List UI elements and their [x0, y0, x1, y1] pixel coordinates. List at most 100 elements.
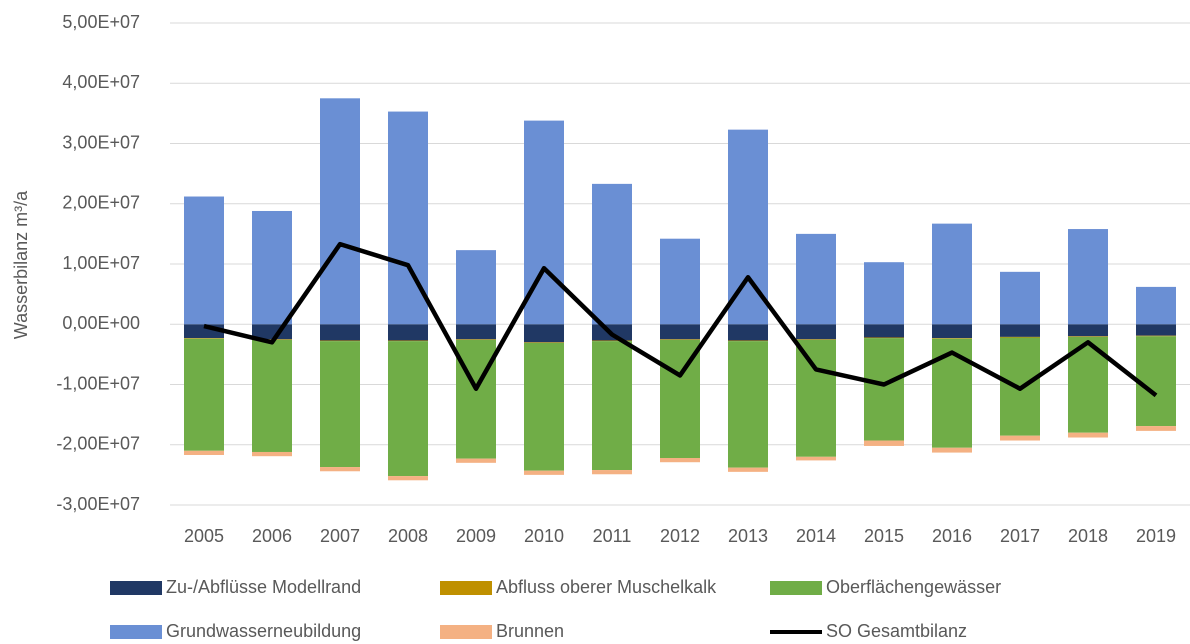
bar — [184, 450, 224, 455]
bar — [932, 338, 972, 339]
bar — [524, 342, 564, 471]
bar — [388, 340, 428, 342]
bar — [796, 339, 836, 457]
bar — [796, 324, 836, 340]
y-tick-label: 1,00E+07 — [62, 253, 140, 273]
y-tick-label: 4,00E+07 — [62, 72, 140, 92]
x-tick-label: 2009 — [456, 526, 496, 546]
bar — [320, 98, 360, 325]
bar — [1068, 229, 1108, 325]
x-tick-label: 2007 — [320, 526, 360, 546]
bar — [456, 339, 496, 459]
bar — [592, 470, 632, 475]
bar — [1000, 324, 1040, 337]
y-axis-label: Wasserbilanz m³/a — [11, 190, 31, 339]
legend-label: Brunnen — [496, 621, 564, 641]
bar — [456, 339, 496, 340]
bar — [184, 338, 224, 339]
y-tick-label: -1,00E+07 — [56, 373, 140, 393]
legend-label: Zu-/Abflüsse Modellrand — [166, 577, 361, 597]
bar — [388, 341, 428, 477]
y-tick-label: -2,00E+07 — [56, 434, 140, 454]
legend-label: SO Gesamtbilanz — [826, 621, 967, 641]
legend-swatch — [110, 625, 162, 639]
x-tick-label: 2016 — [932, 526, 972, 546]
legend-label: Oberflächengewässer — [826, 577, 1001, 597]
bar — [1068, 336, 1108, 337]
bar — [660, 324, 700, 340]
legend-label: Grundwasserneubildung — [166, 621, 361, 641]
bar — [864, 440, 904, 446]
bar — [1136, 426, 1176, 431]
legend-swatch — [770, 581, 822, 595]
x-tick-label: 2013 — [728, 526, 768, 546]
x-tick-label: 2014 — [796, 526, 836, 546]
bar — [1136, 336, 1176, 427]
bar — [592, 340, 632, 342]
x-tick-label: 2015 — [864, 526, 904, 546]
bar — [796, 339, 836, 340]
bar — [456, 458, 496, 463]
x-tick-label: 2019 — [1136, 526, 1176, 546]
bar — [728, 324, 768, 341]
line — [203, 241, 1158, 398]
bar — [320, 467, 360, 472]
bar — [524, 470, 564, 475]
legend-label: Abfluss oberer Muschelkalk — [496, 577, 717, 597]
bar — [932, 324, 972, 339]
y-tick-label: 3,00E+07 — [62, 132, 140, 152]
bar — [728, 341, 768, 468]
bar — [728, 467, 768, 472]
bar — [592, 341, 632, 471]
bar — [932, 447, 972, 453]
y-tick-label: 0,00E+00 — [62, 313, 140, 333]
bar — [864, 338, 904, 441]
x-tick-label: 2006 — [252, 526, 292, 546]
bar — [864, 337, 904, 339]
bar — [320, 324, 360, 341]
bar — [320, 340, 360, 342]
y-tick-label: 5,00E+07 — [62, 12, 140, 32]
y-tick-label: -3,00E+07 — [56, 494, 140, 514]
bar — [252, 451, 292, 457]
x-tick-label: 2011 — [593, 526, 632, 546]
bar — [524, 342, 564, 343]
bar — [796, 233, 836, 325]
bar — [252, 339, 292, 452]
bar — [320, 341, 360, 468]
bar — [796, 456, 836, 461]
bar — [864, 262, 904, 325]
bar — [1136, 335, 1176, 337]
legend-swatch — [110, 581, 162, 595]
bar — [388, 324, 428, 341]
bar — [184, 338, 224, 451]
bar — [592, 183, 632, 325]
bar — [252, 210, 292, 325]
bar — [184, 196, 224, 325]
x-tick-label: 2008 — [388, 526, 428, 546]
bar — [932, 223, 972, 325]
x-tick-label: 2012 — [660, 526, 700, 546]
bar — [660, 339, 700, 340]
bar — [1136, 286, 1176, 325]
y-tick-label: 2,00E+07 — [62, 193, 140, 213]
x-tick-label: 2017 — [1000, 526, 1040, 546]
legend-swatch — [440, 625, 492, 639]
bar — [1000, 435, 1040, 441]
legend-swatch — [440, 581, 492, 595]
bar — [388, 476, 428, 481]
bar — [1136, 324, 1176, 336]
bar — [660, 238, 700, 325]
bar — [1068, 432, 1108, 438]
bar — [524, 324, 564, 343]
bar — [660, 458, 700, 463]
bar — [1068, 324, 1108, 337]
x-tick-label: 2018 — [1068, 526, 1108, 546]
bar — [1000, 271, 1040, 325]
bar — [456, 324, 496, 340]
bar — [456, 250, 496, 325]
x-tick-label: 2010 — [524, 526, 564, 546]
bar — [728, 340, 768, 342]
bar — [1000, 336, 1040, 338]
